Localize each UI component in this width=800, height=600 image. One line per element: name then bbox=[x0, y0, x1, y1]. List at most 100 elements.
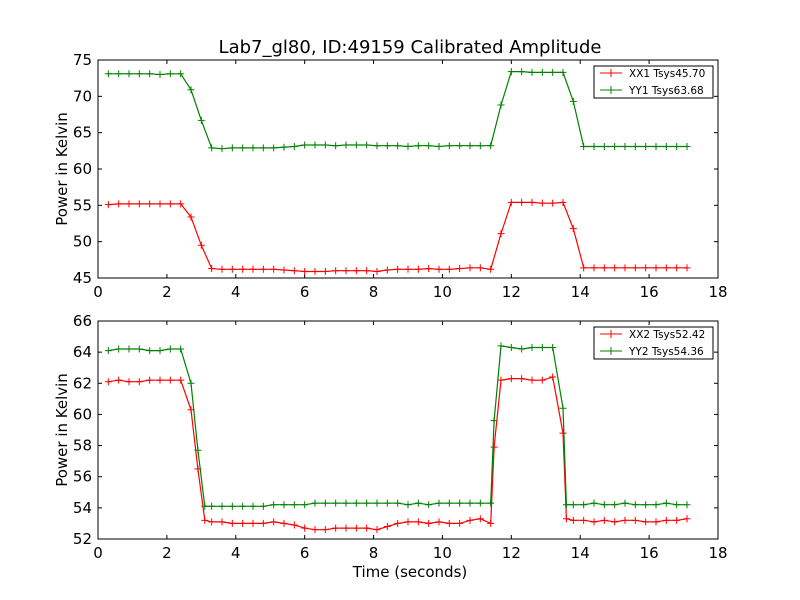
data-point bbox=[208, 518, 216, 526]
data-point bbox=[414, 499, 422, 507]
data-point bbox=[383, 523, 391, 531]
y-tick-label: 60 bbox=[73, 160, 92, 178]
data-point bbox=[683, 501, 691, 509]
data-point bbox=[476, 515, 484, 523]
data-point bbox=[507, 68, 515, 76]
data-point bbox=[249, 265, 257, 273]
data-point bbox=[404, 265, 412, 273]
data-point bbox=[125, 70, 133, 78]
y-tick-label: 65 bbox=[73, 124, 92, 142]
data-point bbox=[518, 345, 526, 353]
data-point bbox=[280, 266, 288, 274]
data-point bbox=[342, 267, 350, 275]
x-tick-label: 14 bbox=[571, 544, 590, 562]
data-point bbox=[476, 499, 484, 507]
data-point bbox=[490, 443, 498, 451]
data-point bbox=[259, 144, 267, 152]
data-point bbox=[383, 142, 391, 150]
x-tick-label: 18 bbox=[708, 544, 727, 562]
subplot-top: 0 2 4 6 8 10 12 14 16 18 45 50 55 60 65 70 75 Power in K… bbox=[53, 51, 728, 301]
data-point bbox=[528, 343, 536, 351]
data-point bbox=[177, 70, 185, 78]
data-point bbox=[507, 343, 515, 351]
data-point bbox=[549, 343, 557, 351]
y-tick-label: 54 bbox=[73, 499, 92, 517]
data-point bbox=[342, 141, 350, 149]
data-point bbox=[115, 376, 123, 384]
data-point bbox=[135, 345, 143, 353]
data-point bbox=[321, 267, 329, 275]
data-point bbox=[538, 68, 546, 76]
data-point bbox=[311, 141, 319, 149]
y-tick-label: 70 bbox=[73, 87, 92, 105]
subplot-top-series bbox=[104, 68, 691, 275]
data-point bbox=[683, 264, 691, 272]
data-point bbox=[208, 265, 216, 273]
data-point bbox=[352, 524, 360, 532]
y-tick-label: 50 bbox=[73, 233, 92, 251]
data-point bbox=[352, 141, 360, 149]
data-point bbox=[218, 145, 226, 153]
data-point bbox=[394, 519, 402, 527]
y-tick-label: 60 bbox=[73, 405, 92, 423]
data-point bbox=[490, 417, 498, 425]
data-point bbox=[497, 376, 505, 384]
data-point bbox=[166, 376, 174, 384]
data-point bbox=[290, 267, 298, 275]
data-point bbox=[301, 141, 309, 149]
data-point bbox=[301, 501, 309, 509]
data-point bbox=[518, 198, 526, 206]
data-point bbox=[528, 376, 536, 384]
data-point bbox=[197, 116, 205, 124]
subplot-bottom-frame bbox=[97, 320, 719, 540]
data-point bbox=[518, 375, 526, 383]
data-point bbox=[631, 264, 639, 272]
legend-box bbox=[593, 326, 714, 360]
legend-label-yy2: YY2 Tsys54.36 bbox=[628, 346, 704, 358]
data-point bbox=[404, 142, 412, 150]
data-point bbox=[146, 200, 154, 208]
data-point bbox=[363, 141, 371, 149]
x-tick-label: 10 bbox=[433, 544, 452, 562]
data-point bbox=[125, 378, 133, 386]
data-point bbox=[466, 499, 474, 507]
data-point bbox=[518, 68, 526, 76]
data-point bbox=[683, 515, 691, 523]
y-tick-label: 45 bbox=[73, 269, 92, 287]
x-tick-label: 2 bbox=[162, 283, 172, 301]
data-point bbox=[197, 241, 205, 249]
data-point bbox=[456, 499, 464, 507]
data-point bbox=[373, 499, 381, 507]
data-point bbox=[559, 404, 567, 412]
data-point bbox=[259, 502, 267, 510]
data-point bbox=[549, 199, 557, 207]
x-axis-label: Time (seconds) bbox=[352, 563, 468, 581]
data-point bbox=[562, 501, 570, 509]
x-tick-label: 16 bbox=[640, 283, 659, 301]
y-tick-label: 62 bbox=[73, 374, 92, 392]
data-point bbox=[404, 501, 412, 509]
data-point bbox=[425, 519, 433, 527]
data-point bbox=[642, 264, 650, 272]
data-point bbox=[311, 526, 319, 534]
data-point bbox=[507, 375, 515, 383]
data-point bbox=[194, 446, 202, 454]
data-point bbox=[383, 499, 391, 507]
data-point bbox=[177, 345, 185, 353]
data-point bbox=[528, 198, 536, 206]
data-point bbox=[321, 499, 329, 507]
data-point bbox=[259, 519, 267, 527]
data-point bbox=[562, 515, 570, 523]
data-point bbox=[177, 200, 185, 208]
data-point bbox=[435, 142, 443, 150]
data-point bbox=[507, 198, 515, 206]
data-point bbox=[414, 265, 422, 273]
x-tick-label: 10 bbox=[433, 283, 452, 301]
data-point bbox=[280, 501, 288, 509]
data-point bbox=[249, 502, 257, 510]
data-point bbox=[301, 267, 309, 275]
data-point bbox=[652, 142, 660, 150]
data-point bbox=[590, 499, 598, 507]
data-point bbox=[673, 264, 681, 272]
data-point bbox=[445, 519, 453, 527]
